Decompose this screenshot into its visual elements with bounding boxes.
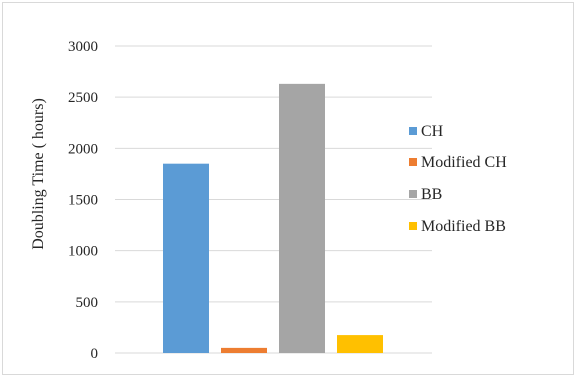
y-tick-label: 0 — [91, 346, 99, 362]
gridlines — [115, 45, 432, 354]
legend-swatch — [409, 158, 417, 166]
y-axis-tick-labels: 0 500 1000 1500 2000 2500 3000 — [68, 39, 98, 362]
legend-label: BB — [421, 186, 442, 203]
legend-swatch — [409, 127, 417, 135]
bar-ch — [163, 163, 209, 353]
y-tick-label: 1500 — [68, 193, 98, 209]
bar-modified-bb — [337, 335, 383, 353]
legend-swatch — [409, 222, 417, 230]
legend-swatch — [409, 190, 417, 198]
legend-label: Modified BB — [421, 218, 506, 235]
legend: CH Modified CH BB Modified BB — [409, 123, 507, 235]
bars — [163, 83, 383, 353]
y-tick-label: 1000 — [68, 244, 98, 260]
legend-label: CH — [421, 123, 444, 140]
y-tick-label: 2500 — [68, 90, 98, 106]
bar-modified-ch — [221, 347, 267, 353]
y-tick-label: 2000 — [68, 141, 98, 157]
y-axis-title: Doubling Time ( hours) — [30, 98, 47, 250]
bar-bb — [279, 83, 325, 353]
y-tick-label: 500 — [76, 295, 99, 311]
y-tick-label: 3000 — [68, 39, 98, 55]
legend-label: Modified CH — [421, 154, 507, 171]
